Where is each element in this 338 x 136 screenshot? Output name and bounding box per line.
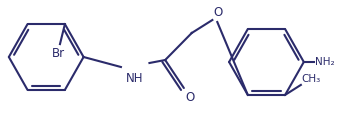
Text: NH: NH xyxy=(126,72,143,85)
Text: NH₂: NH₂ xyxy=(315,57,334,67)
Text: O: O xyxy=(186,91,195,104)
Text: CH₃: CH₃ xyxy=(302,74,321,84)
Text: Br: Br xyxy=(51,47,65,60)
Text: O: O xyxy=(213,6,223,19)
